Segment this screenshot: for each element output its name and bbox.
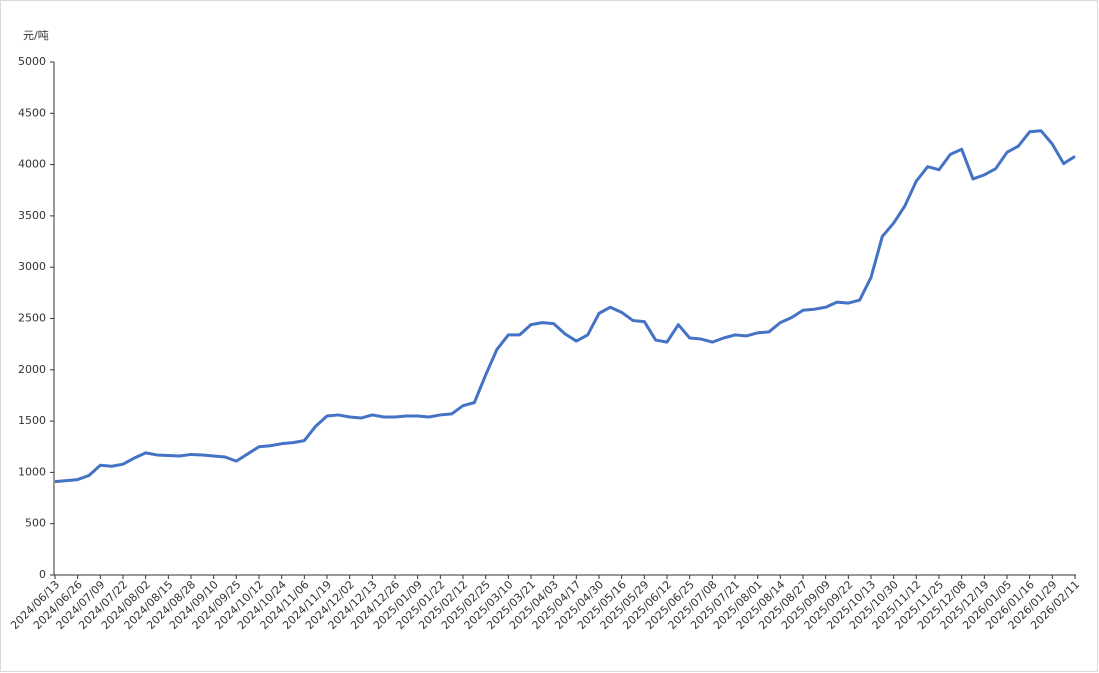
data-line xyxy=(54,129,1076,484)
y-tick-label: 0 xyxy=(39,568,46,581)
y-tick-label: 5000 xyxy=(18,55,46,68)
y-tick-label: 1000 xyxy=(18,465,46,478)
y-tick-label: 2500 xyxy=(18,312,46,325)
y-axis-label: 元/吨 xyxy=(23,29,49,42)
y-tick-label: 1500 xyxy=(18,414,46,427)
y-tick-label: 2000 xyxy=(18,363,46,376)
y-tick-label: 4000 xyxy=(18,158,46,171)
y-tick-label: 500 xyxy=(25,517,46,530)
y-tick-label: 3000 xyxy=(18,260,46,273)
y-tick-label: 4500 xyxy=(18,106,46,119)
y-tick-label: 3500 xyxy=(18,209,46,222)
